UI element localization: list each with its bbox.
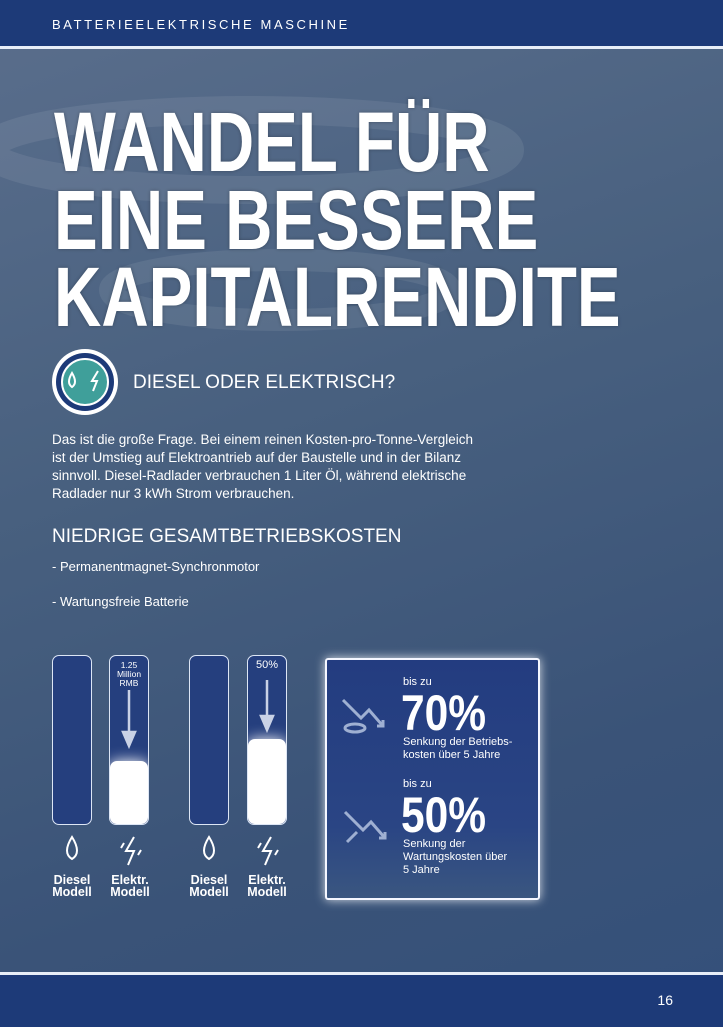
cost-icon [341,698,385,734]
title-line: EINE BESSERE [54,173,539,267]
title-line: KAPITALRENDITE [54,250,621,344]
caption-line: Wartungskosten über [403,851,508,863]
intro-line: ist der Umstieg auf Elektroantrieb auf d… [52,450,461,465]
diesel-bar [52,655,92,825]
header: BATTERIEELEKTRISCHE MASCHINE [0,0,723,49]
electric-bar [247,655,287,825]
intro-line: sinnvoll. Diesel-Radlader verbrauchen 1 … [52,468,467,483]
stats-box: bis zu 70% Senkung der Betriebs-kosten ü… [325,658,540,900]
label-line: Elektr. [248,873,286,887]
model-label: Elektr. Modell [237,873,297,899]
model-label: Elektr. Modell [100,873,160,899]
label-line: Modell [110,885,150,899]
model-label: Diesel Modell [42,873,102,899]
bullet: - Permanentmagnet-Synchronmotor [52,559,260,574]
section-label: BATTERIEELEKTRISCHE MASCHINE [52,17,350,32]
label-line: Modell [247,885,287,899]
subheading: NIEDRIGE GESAMTBETRIEBSKOSTEN [52,526,402,547]
bar-label: 50% [255,659,279,671]
arrow [121,690,137,750]
stat-value: 70% [401,685,487,741]
caption-line: Senkung der [403,838,466,850]
label-line: Modell [189,885,229,899]
background-decoration [0,96,524,331]
caption-line: Senkung der Betriebs- [403,736,513,748]
page-number: 16 [657,992,673,1008]
title-line: WANDEL FÜR [54,95,490,189]
label-line: Diesel [53,873,91,887]
bar-label: 1.25 Million RMB [109,661,149,688]
label-line: Million [116,669,142,679]
footer: 16 [0,972,723,1027]
stat-value: 50% [401,787,487,843]
intro-line: Das ist die große Frage. Bei einem reine… [52,432,473,447]
diesel-bar [189,655,229,825]
caption-line: 5 Jahre [403,864,440,876]
label-line: Diesel [190,873,228,887]
maintenance-icon [343,810,387,844]
stat-caption: Senkung der Wartungskosten über 5 Jahre [403,838,507,877]
intro-line: Radlader nur 3 kWh Strom verbrauchen. [52,486,295,501]
stat-caption: Senkung der Betriebs-kosten über 5 Jahre [403,736,512,762]
label-line: RMB [119,678,139,688]
fuel-icon [52,349,118,415]
question-heading: DIESEL ODER ELEKTRISCH? [133,372,396,393]
label-line: Elektr. [111,873,149,887]
label-line: 1.25 [120,660,138,670]
energy-icons [66,835,279,866]
model-label: Diesel Modell [179,873,239,899]
stat-prefix: bis zu [403,676,432,688]
arrow [259,680,275,734]
caption-line: kosten über 5 Jahre [403,749,501,761]
label-line: Modell [52,885,92,899]
stat-prefix: bis zu [403,778,432,790]
bullet: - Wartungsfreie Batterie [52,594,189,609]
